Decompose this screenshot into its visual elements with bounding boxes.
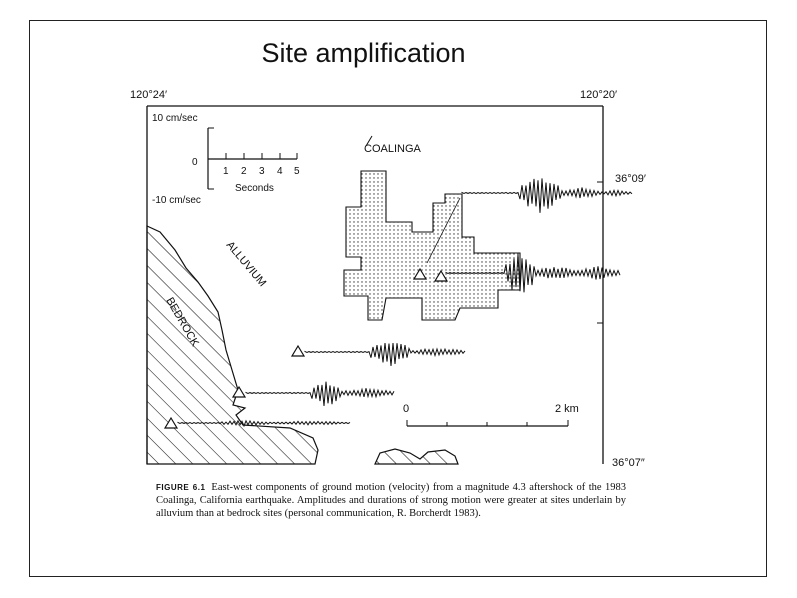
slide-frame [29,20,767,577]
station-triangle [433,269,449,282]
station-triangle [163,416,179,429]
time-tick-label: 1 [223,166,229,177]
caption-label: FIGURE 6.1 [156,483,206,492]
station-triangle [290,344,306,357]
distance-ticks [406,420,569,426]
seismogram-trace [304,343,466,367]
time-tick-label: 5 [294,166,300,177]
coalinga-town [343,170,521,321]
scale-bottom-label: -10 cm/sec [152,195,201,206]
scale-top-label: 10 cm/sec [152,113,198,124]
figure-caption: FIGURE 6.1 East-west components of ground… [156,481,626,520]
slide-title: Site amplification [261,38,466,68]
town-pointer [365,135,373,147]
seismogram-trace [445,254,621,293]
distance-end-label: 2 km [555,403,579,415]
coord-right-upper: 36°09′ [615,173,646,185]
time-tick-label: 4 [277,166,283,177]
time-unit-label: Seconds [235,183,274,194]
seismogram-trace [245,381,395,407]
time-tick-label: 2 [241,166,247,177]
station-triangle [231,385,247,398]
coord-right-lower: 36°07″ [612,457,645,469]
seismogram-trace [177,419,351,428]
caption-text: East-west components of ground motion (v… [156,482,626,519]
coord-top-right: 120°20′ [580,89,617,101]
seismogram-trace [461,178,633,213]
distance-start-label: 0 [403,403,409,415]
time-tick-label: 3 [259,166,265,177]
alluvium-label: ALLUVIUM [224,239,269,289]
bedrock-outcrop [374,448,459,465]
time-ticks [225,153,298,159]
station-triangle [412,267,428,280]
station-pointer [426,197,461,264]
town-label: COALINGA [364,143,422,155]
coord-top-left: 120°24′ [130,89,167,101]
scale-zero-label: 0 [192,157,198,168]
